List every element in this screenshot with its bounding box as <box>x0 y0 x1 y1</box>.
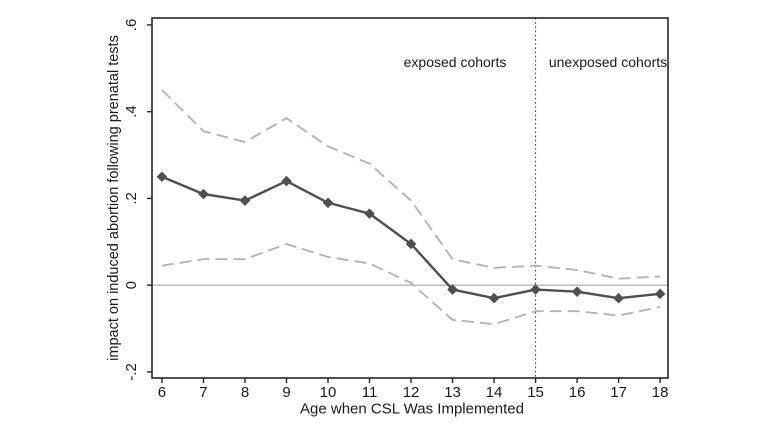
x-tick-label: 6 <box>158 384 166 401</box>
diamond-marker <box>613 292 624 304</box>
y-axis-title: impact on induced abortion following pre… <box>106 35 122 361</box>
diamond-marker <box>530 284 541 295</box>
x-tick-label: 13 <box>444 384 461 401</box>
x-tick-label: 11 <box>362 384 378 401</box>
x-tick-label: 7 <box>199 384 207 401</box>
diamond-marker <box>156 171 168 183</box>
x-tick-label: 10 <box>320 384 337 401</box>
ci-lower-line <box>161 243 661 326</box>
diamond-marker <box>281 175 292 187</box>
x-tick-label: 8 <box>241 384 249 401</box>
y-tick-label: .2 <box>123 192 140 205</box>
x-tick-label: 17 <box>610 384 627 401</box>
diamond-marker <box>322 197 334 209</box>
x-tick-label: 18 <box>652 384 669 401</box>
exposed-cohorts-annotation: exposed cohorts <box>403 54 507 70</box>
diamond-marker <box>447 284 458 295</box>
y-tick-label: .4 <box>123 105 140 118</box>
x-axis-title: Age when CSL Was Implemented <box>300 400 524 418</box>
diamond-marker <box>488 292 500 304</box>
ci-upper-line <box>161 89 661 280</box>
unexposed-cohorts-annotation: unexposed cohorts <box>548 54 668 70</box>
y-tick-label: -.2 <box>123 363 140 381</box>
x-tick-label: 16 <box>569 384 586 401</box>
diamond-marker <box>239 195 251 206</box>
x-tick-label: 14 <box>486 384 503 401</box>
x-tick-label: 15 <box>527 384 544 401</box>
x-tick-label: 12 <box>403 384 420 401</box>
diamond-marker <box>198 188 209 200</box>
diamond-marker <box>405 238 417 250</box>
y-tick-label: 0 <box>123 281 140 289</box>
diamond-marker <box>571 286 583 297</box>
x-tick-label: 9 <box>282 384 290 401</box>
diamond-marker <box>654 288 666 300</box>
estimate-line <box>161 175 661 300</box>
y-tick-label: .6 <box>123 19 140 32</box>
diamond-marker <box>364 208 375 219</box>
